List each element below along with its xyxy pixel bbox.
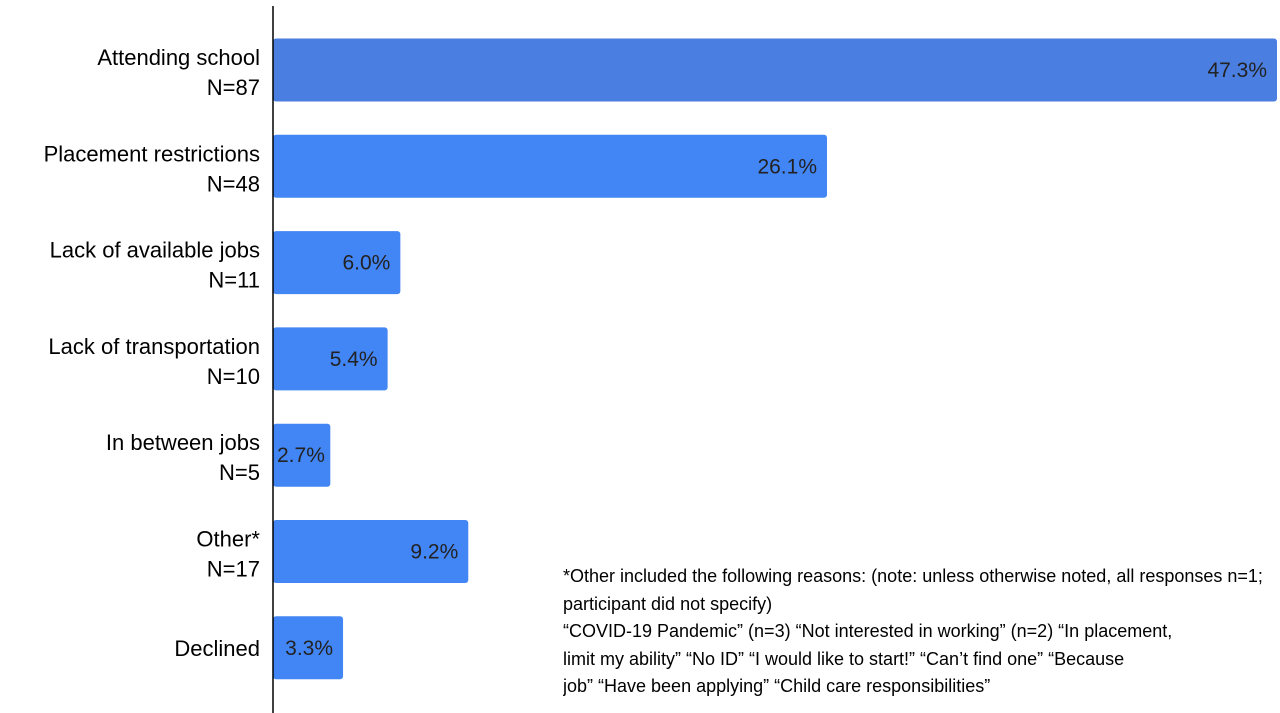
footnote: *Other included the following reasons: (… bbox=[563, 563, 1280, 701]
value-label: 9.2% bbox=[410, 541, 458, 564]
category-count: N=17 bbox=[207, 557, 260, 582]
footnote-line: *Other included the following reasons: (… bbox=[563, 566, 1263, 586]
bar bbox=[273, 327, 388, 391]
bar bbox=[273, 134, 828, 198]
category-count: N=87 bbox=[207, 75, 260, 100]
value-label: 6.0% bbox=[342, 252, 390, 275]
category-label: Other* bbox=[196, 527, 260, 552]
bar bbox=[273, 38, 1277, 102]
value-label: 2.7% bbox=[277, 444, 325, 467]
footnote-line: job” “Have been applying” “Child care re… bbox=[563, 676, 991, 696]
value-label: 47.3% bbox=[1207, 59, 1267, 82]
category-label: Declined bbox=[174, 636, 260, 661]
category-count: N=10 bbox=[207, 364, 260, 389]
footnote-line: “COVID-19 Pandemic” (n=3) “Not intereste… bbox=[563, 621, 1173, 641]
category-label: Lack of transportation bbox=[48, 334, 260, 359]
category-label: Placement restrictions bbox=[44, 141, 260, 166]
bar bbox=[273, 520, 469, 583]
footnote-line: limit my ability” “No ID” “I would like … bbox=[563, 648, 1125, 669]
category-label: In between jobs bbox=[106, 430, 260, 455]
value-label: 5.4% bbox=[330, 348, 378, 371]
bar bbox=[273, 231, 401, 295]
category-label: Attending school bbox=[97, 45, 260, 70]
category-label: Lack of available jobs bbox=[50, 238, 260, 263]
bar bbox=[273, 616, 344, 680]
value-label: 26.1% bbox=[757, 155, 817, 178]
category-count: N=5 bbox=[219, 460, 260, 485]
category-count: N=48 bbox=[207, 171, 260, 196]
footnote-line: participant did not specify) bbox=[563, 593, 773, 614]
bar bbox=[273, 423, 331, 487]
value-label: 3.3% bbox=[285, 637, 333, 660]
category-count: N=11 bbox=[208, 268, 260, 293]
